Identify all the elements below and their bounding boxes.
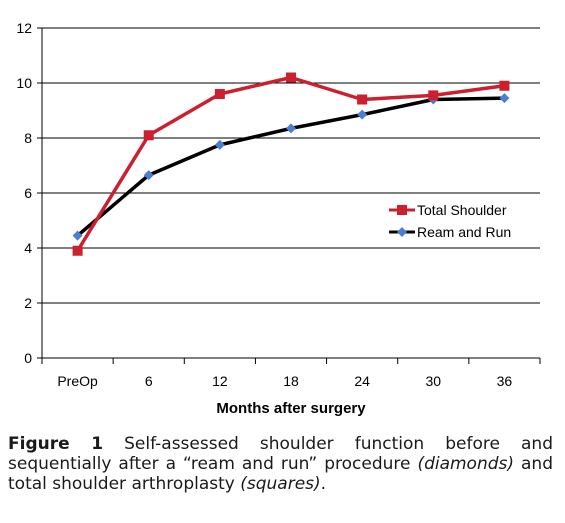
x-tick-label: 18	[283, 373, 299, 389]
y-tick-label: 12	[16, 20, 32, 36]
caption-emphasis-squares: (squares)	[240, 474, 321, 494]
point-marker-square	[428, 90, 439, 101]
x-tick-label: 36	[497, 373, 513, 389]
y-tick-label: 0	[24, 350, 32, 366]
y-tick-label: 2	[24, 295, 32, 311]
point-marker-square	[143, 130, 154, 141]
point-marker-square	[214, 89, 225, 99]
legend-marker-square	[397, 205, 407, 215]
caption-text-1: Self-assessed shoulder function before a…	[8, 434, 553, 474]
x-tick-label: 6	[145, 373, 153, 389]
point-marker-diamond	[72, 230, 83, 241]
point-marker-square	[72, 245, 83, 256]
x-axis-title: Months after surgery	[216, 400, 366, 417]
point-marker-diamond	[286, 123, 296, 134]
legend-label: Total Shoulder	[417, 202, 507, 218]
y-tick-label: 8	[24, 130, 32, 146]
caption-text-3: .	[320, 474, 327, 494]
x-tick-label: 24	[354, 373, 370, 389]
axes	[37, 27, 541, 364]
point-marker-diamond	[357, 109, 368, 120]
gridlines	[42, 27, 540, 304]
y-tick-label: 10	[16, 75, 32, 91]
figure-caption: Figure 1 Self-assessed shoulder function…	[8, 434, 553, 494]
x-tick-label: 12	[212, 373, 228, 389]
y-tick-label: 6	[24, 185, 32, 201]
caption-text-2: and total shoulder arthroplasty	[8, 454, 553, 494]
x-tick-label: PreOp	[57, 373, 98, 389]
caption-lead: Figure 1	[8, 434, 104, 454]
y-tick-label: 4	[24, 240, 32, 256]
legend-label: Ream and Run	[417, 224, 511, 240]
series-layer	[72, 72, 510, 256]
point-marker-square	[357, 94, 368, 105]
legend: Total Shoulder Ream and Run	[389, 202, 511, 240]
legend-marker-diamond	[397, 227, 407, 237]
caption-emphasis-diamonds: (diamonds)	[417, 454, 515, 474]
point-marker-square	[286, 72, 296, 83]
point-marker-diamond	[214, 139, 225, 150]
point-marker-diamond	[143, 170, 154, 181]
point-marker-diamond	[499, 93, 510, 104]
point-marker-square	[499, 80, 510, 91]
x-tick-label: 30	[425, 373, 441, 389]
